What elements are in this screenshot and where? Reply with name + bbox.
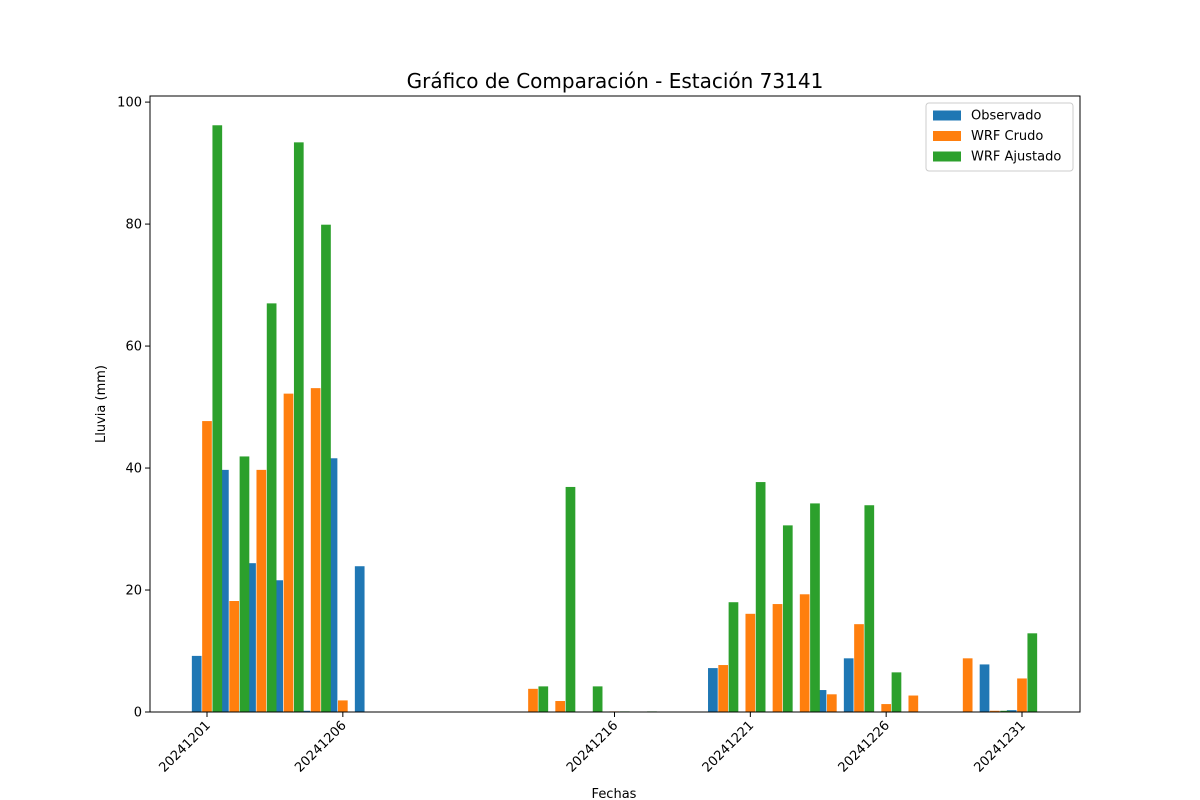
x-axis-label: Fechas bbox=[592, 787, 637, 800]
bar-observado bbox=[246, 563, 256, 712]
bar-wrf-ajustado bbox=[810, 503, 820, 712]
legend-label: WRF Crudo bbox=[971, 129, 1043, 144]
x-tick-label: 20241216 bbox=[564, 718, 621, 775]
bar-observado bbox=[1006, 710, 1017, 712]
legend-label: Observado bbox=[971, 109, 1042, 124]
x-axis: 20241201 20241206 20241216 20241221 20241226… bbox=[156, 712, 1029, 776]
bar-wrf-ajustado bbox=[592, 686, 603, 712]
bar-wrf-crudo bbox=[528, 688, 538, 712]
bar-observado bbox=[300, 710, 311, 712]
bar-wrf-ajustado bbox=[891, 672, 902, 712]
bar-wrf-crudo bbox=[310, 388, 321, 712]
bar-wrf-crudo bbox=[881, 704, 892, 712]
bar-wrf-crudo bbox=[745, 613, 756, 712]
bar-wrf-ajustado bbox=[293, 142, 304, 713]
bar-wrf-ajustado bbox=[239, 456, 250, 712]
y-tick-label: 80 bbox=[125, 218, 142, 233]
bar-observado bbox=[273, 580, 284, 712]
y-axis: 0 20 40 60 80 100 bbox=[117, 96, 150, 721]
x-tick-label: 20241206 bbox=[292, 718, 349, 775]
bar-wrf-crudo bbox=[202, 421, 212, 712]
bar-wrf-ajustado bbox=[1000, 710, 1010, 712]
y-tick-label: 40 bbox=[125, 462, 142, 477]
legend-box bbox=[925, 102, 1074, 172]
bar-observado bbox=[327, 458, 338, 712]
bar-wrf-ajustado bbox=[321, 224, 331, 712]
bar-wrf-crudo bbox=[826, 694, 837, 712]
bar-observado bbox=[708, 668, 718, 712]
bar-wrf-crudo bbox=[962, 658, 973, 712]
bar-wrf-ajustado bbox=[728, 602, 739, 712]
bar-wrf-ajustado bbox=[864, 505, 875, 712]
bar-observado bbox=[354, 566, 365, 712]
x-tick-label: 20241226 bbox=[836, 718, 893, 775]
bar-wrf-crudo bbox=[337, 700, 348, 712]
legend-label: WRF Ajustado bbox=[971, 150, 1061, 165]
bar-observado bbox=[816, 690, 827, 712]
x-tick-label: 20241221 bbox=[700, 718, 757, 775]
x-tick-label: 20241201 bbox=[156, 718, 213, 775]
y-tick-label: 100 bbox=[117, 96, 142, 111]
bar-wrf-ajustado bbox=[782, 525, 793, 712]
legend-swatch bbox=[933, 131, 961, 141]
legend-swatch bbox=[933, 151, 961, 162]
bar-wrf-crudo bbox=[989, 710, 1000, 712]
bar-wrf-ajustado bbox=[1027, 633, 1038, 712]
legend: Observado WRF Crudo WRF Ajustado bbox=[925, 102, 1074, 172]
bar-observado bbox=[191, 655, 202, 712]
bar-wrf-ajustado bbox=[266, 303, 277, 712]
bar-observado bbox=[219, 469, 229, 712]
bar-wrf-crudo bbox=[908, 695, 919, 712]
bar-wrf-crudo bbox=[256, 469, 267, 712]
bar-wrf-ajustado bbox=[212, 125, 223, 712]
chart-title: Gráfico de Comparación - Estación 73141 bbox=[407, 69, 824, 93]
y-tick-label: 0 bbox=[134, 706, 142, 721]
bar-observado bbox=[979, 664, 990, 712]
y-tick-label: 20 bbox=[125, 584, 142, 599]
bar-observado bbox=[843, 658, 854, 712]
bar-wrf-ajustado bbox=[538, 686, 549, 712]
x-tick-label: 20241231 bbox=[971, 718, 1028, 775]
bar-wrf-crudo bbox=[799, 594, 810, 712]
y-tick-label: 60 bbox=[125, 340, 142, 355]
bars-group bbox=[191, 125, 1038, 713]
y-axis-label: Lluvia (mm) bbox=[94, 365, 109, 443]
bar-wrf-ajustado bbox=[565, 486, 576, 712]
legend-swatch bbox=[933, 110, 961, 121]
bar-wrf-crudo bbox=[772, 604, 783, 712]
bar-wrf-crudo bbox=[283, 393, 294, 712]
bar-wrf-crudo bbox=[555, 701, 566, 712]
bar-wrf-crudo bbox=[1017, 678, 1027, 712]
bar-wrf-crudo bbox=[229, 601, 240, 712]
bar-wrf-crudo bbox=[718, 665, 729, 712]
bar-wrf-crudo bbox=[854, 624, 864, 712]
bar-wrf-ajustado bbox=[755, 482, 766, 712]
